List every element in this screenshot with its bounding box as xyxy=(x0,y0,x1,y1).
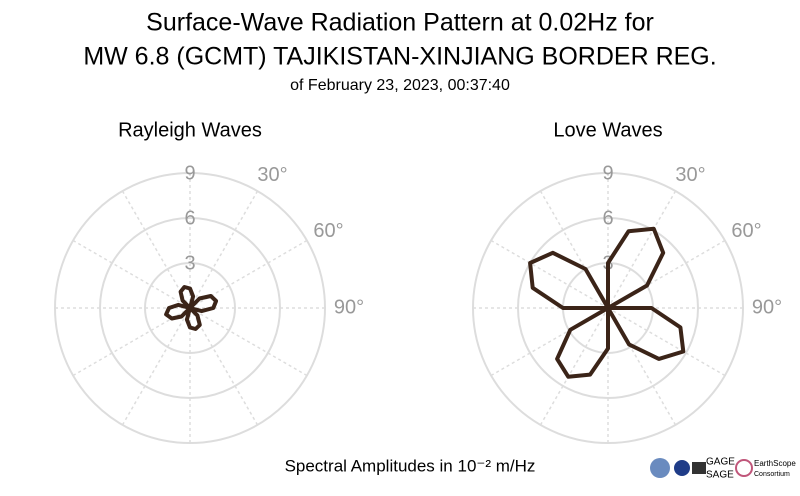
subtitle: of February 23, 2023, 00:37:40 xyxy=(290,77,510,94)
title-line: MW 6.8 (GCMT) TAJIKISTAN-XINJIANG BORDER… xyxy=(83,43,716,71)
logo-usgs xyxy=(692,462,706,474)
pattern-curve xyxy=(164,285,219,331)
spoke xyxy=(490,307,609,377)
spoke xyxy=(607,239,726,309)
theta-tick-label: 30° xyxy=(257,164,287,186)
logos: GAGE SAGE EarthScope Consortium xyxy=(650,457,796,481)
logo-text: Consortium xyxy=(754,471,790,478)
spoke xyxy=(607,307,677,426)
theta-tick-label: 60° xyxy=(731,220,761,242)
spoke xyxy=(189,239,308,309)
r-tick-label: 6 xyxy=(602,207,613,229)
logo-text: SAGE xyxy=(706,470,734,481)
spoke xyxy=(607,190,677,309)
spoke xyxy=(121,190,191,309)
theta-tick-label: 90° xyxy=(752,296,782,318)
grid-circle xyxy=(54,172,326,444)
spoke xyxy=(72,239,191,309)
logo-text: GAGE xyxy=(706,457,735,468)
logo-earthscope xyxy=(735,459,753,477)
spoke xyxy=(607,307,726,377)
logo-nasa xyxy=(674,460,690,476)
r-tick-label: 9 xyxy=(602,162,613,184)
chart-title: Rayleigh Waves xyxy=(118,119,262,141)
pattern-curve xyxy=(528,226,686,379)
grid-circle xyxy=(99,217,281,399)
chart-title: Love Waves xyxy=(553,119,662,141)
spoke xyxy=(189,190,259,309)
spoke xyxy=(189,307,308,377)
spoke xyxy=(189,307,259,426)
theta-tick-label: 30° xyxy=(675,164,705,186)
caption: Spectral Amplitudes in 10⁻² m/Hz xyxy=(285,456,536,475)
grid-circle xyxy=(517,217,699,399)
spoke xyxy=(121,307,191,426)
spoke xyxy=(72,307,191,377)
r-tick-label: 3 xyxy=(184,252,195,274)
r-tick-label: 9 xyxy=(184,162,195,184)
spoke xyxy=(490,239,609,309)
grid-circle xyxy=(144,262,236,354)
spoke xyxy=(539,307,609,426)
title-line: Surface-Wave Radiation Pattern at 0.02Hz… xyxy=(146,9,654,37)
theta-tick-label: 60° xyxy=(313,220,343,242)
logo-text: EarthScope xyxy=(754,459,796,468)
theta-tick-label: 90° xyxy=(334,296,364,318)
grid-circle xyxy=(472,172,744,444)
spoke xyxy=(539,190,609,309)
r-tick-label: 6 xyxy=(184,207,195,229)
logo-nsf xyxy=(650,458,670,478)
